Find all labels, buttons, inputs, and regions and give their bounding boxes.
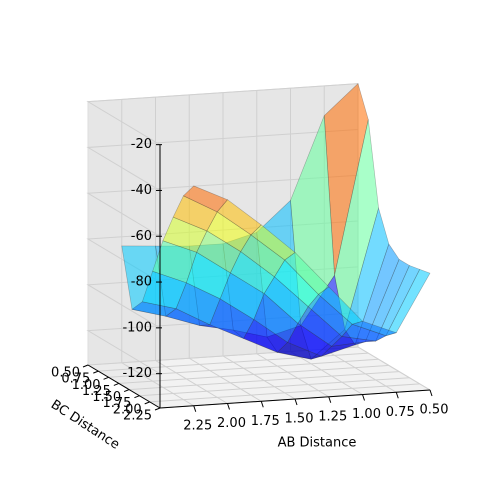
grid-line <box>129 371 400 391</box>
tick-mark <box>82 364 89 368</box>
tick-mark <box>227 403 230 410</box>
tick-mark <box>154 407 161 411</box>
tick-mark <box>429 389 433 397</box>
surface-patch <box>182 185 228 213</box>
tick-mark <box>328 396 332 403</box>
x-tick-label: 2.00 <box>217 416 246 431</box>
tick-mark <box>103 376 109 380</box>
surface <box>121 83 431 360</box>
z-tick-label: -40 <box>131 183 152 198</box>
grid-line <box>98 352 369 372</box>
tick-mark <box>113 382 120 386</box>
y-tick-label: 1.25 <box>82 384 111 399</box>
tick-mark <box>123 389 130 393</box>
tick-mark <box>260 401 264 408</box>
tick-mark <box>294 398 298 406</box>
y-tick-label: 0.50 <box>51 366 80 381</box>
z-tick-label: -80 <box>131 275 152 290</box>
tick-mark <box>362 394 365 401</box>
y-tick-label: 2.00 <box>113 402 142 417</box>
x-tick-label: 2.25 <box>183 418 212 433</box>
axis-line <box>87 364 161 409</box>
y-tick-label: 1.00 <box>72 378 101 393</box>
grid-line <box>139 377 410 397</box>
y-tick-label: 1.50 <box>92 390 121 405</box>
x-tick-label: 1.00 <box>352 407 381 422</box>
x-tick-label: 0.50 <box>420 403 449 418</box>
tick-mark <box>144 401 150 405</box>
z-tick-label: -100 <box>122 320 152 335</box>
grid-line <box>86 174 359 237</box>
tick-mark <box>93 370 99 374</box>
tick-mark <box>395 392 399 399</box>
y-tick-label: 0.75 <box>61 372 90 387</box>
grid-line <box>149 383 420 403</box>
z-tick-label: -120 <box>122 366 152 381</box>
x-tick-label: 1.25 <box>318 409 347 424</box>
grid-line <box>86 128 359 191</box>
x-axis-label: AB Distance <box>278 436 357 451</box>
tick-mark <box>193 405 197 412</box>
grid-line <box>86 83 359 146</box>
x-tick-label: 1.50 <box>285 412 314 427</box>
axis-line <box>159 389 431 409</box>
tick-mark <box>134 395 140 399</box>
x-tick-label: 1.75 <box>251 414 280 429</box>
y-tick-label: 2.25 <box>123 409 152 424</box>
grid-line <box>118 364 389 384</box>
grid-line <box>108 358 379 378</box>
z-tick-label: -20 <box>131 137 152 152</box>
z-tick-label: -60 <box>131 229 152 244</box>
x-tick-label: 0.75 <box>386 405 415 420</box>
y-tick-label: 1.75 <box>102 396 131 411</box>
